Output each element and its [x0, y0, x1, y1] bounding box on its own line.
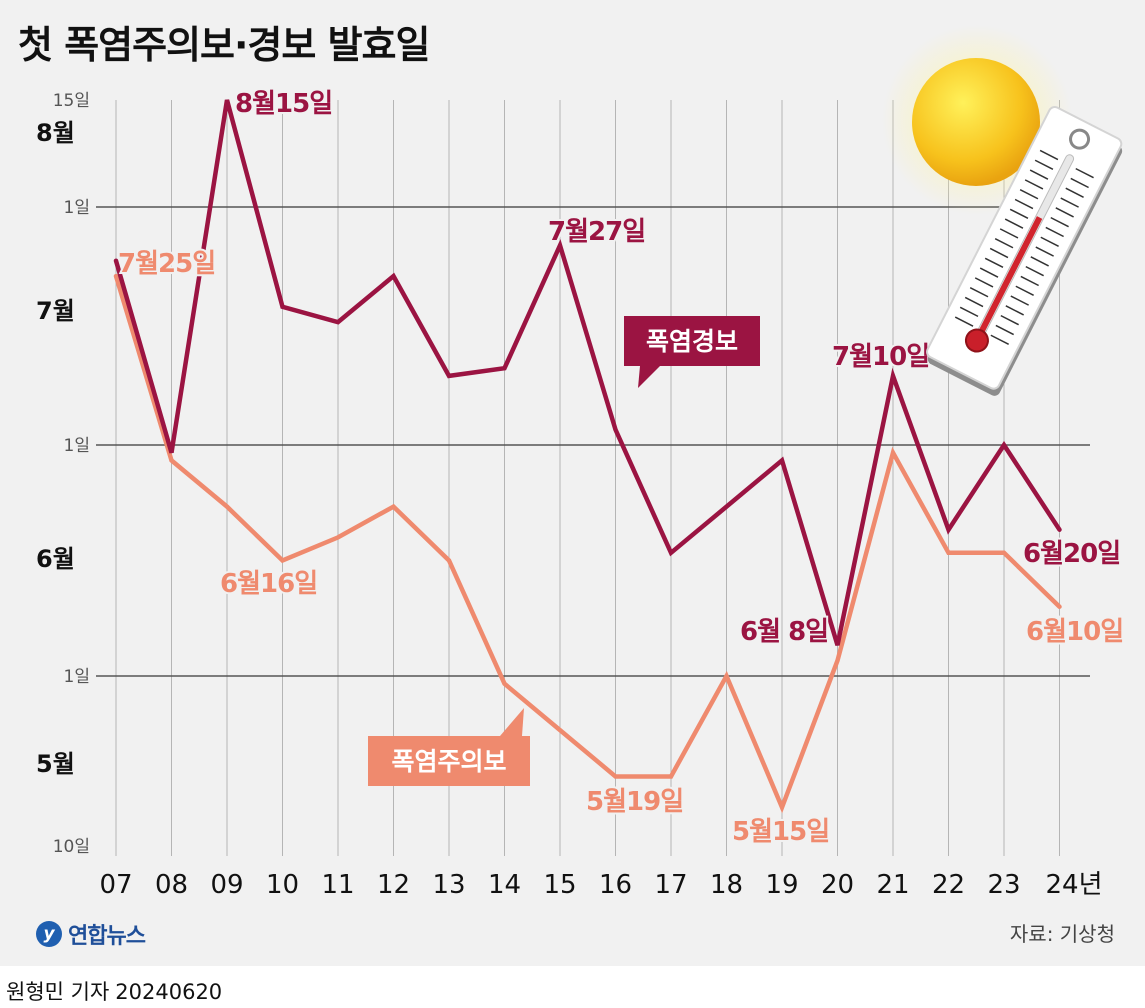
x-tick-label: 21: [876, 870, 909, 900]
data-label: 7월10일: [832, 342, 929, 372]
thermometer-tick: [1029, 169, 1049, 180]
x-tick-label: 08: [155, 870, 188, 900]
thermometer-tick: [964, 296, 984, 308]
legend-pointer-warning: [638, 366, 660, 388]
data-label: 7월27일: [548, 217, 645, 247]
thermometer-tick: [1014, 198, 1034, 210]
thermometer-tick: [1004, 218, 1024, 229]
x-tick-label: 07: [99, 870, 132, 900]
thermometer-tick: [1035, 246, 1054, 257]
thermometer-tick: [1030, 256, 1049, 267]
source-label: 자료: 기상청: [1009, 922, 1115, 946]
legend-box-warning: [624, 316, 760, 366]
x-tick-label: 13: [432, 870, 465, 900]
y-tick-label: 1일: [64, 667, 90, 687]
data-label: 6월 8일: [740, 617, 828, 647]
series-line: [113, 99, 1062, 646]
thermometer-tick: [1020, 275, 1039, 287]
x-tick-label: 19: [765, 870, 798, 900]
thermometer-tick: [969, 287, 989, 298]
line-chart: 15일 1일 1일 1일 10일 8월 7월 6월 5월 8월15일 7월25일 7월27일 6월1…: [36, 25, 1126, 900]
thermometer-tick: [989, 247, 1009, 259]
thermometer-tick: [1000, 314, 1019, 326]
x-tick-label: 11: [321, 870, 354, 900]
x-tick-label: 09: [210, 870, 243, 900]
thermometer-tick: [959, 306, 979, 318]
x-tick-label: 23: [987, 870, 1020, 900]
thermometer-tick: [1039, 149, 1059, 161]
thermometer-tick: [990, 334, 1010, 345]
credit: 원형민 기자 20240620: [6, 976, 222, 1006]
thermometer-tick: [1034, 159, 1054, 171]
x-tick-label: 22: [932, 870, 965, 900]
x-tick-label: 20: [821, 870, 854, 900]
thermometer-tick: [1015, 285, 1034, 296]
month-label: 5월: [36, 750, 75, 778]
thermometer-tick: [979, 267, 999, 278]
logo-text: 연합뉴스: [68, 924, 146, 949]
data-label: 8월15일: [235, 89, 332, 119]
chart-title: 첫 폭염주의보·경보 발효일: [18, 23, 430, 67]
thermometer-icon: [926, 106, 1123, 396]
series-line: [113, 273, 1062, 814]
x-tick-label: 16: [599, 870, 632, 900]
thermometer-tick: [974, 277, 994, 288]
y-tick-label: 1일: [64, 198, 90, 218]
thermometer-tick: [1045, 226, 1064, 238]
credit-date: 20240620: [115, 980, 223, 1004]
thermometer-tick: [1019, 188, 1039, 200]
x-tick-label: 24년: [1046, 870, 1103, 900]
legend-label-warning: 폭염경보: [646, 327, 738, 356]
thermometer-tick: [1055, 207, 1074, 218]
month-label: 8월: [36, 119, 75, 147]
yonhap-logo-icon: y: [36, 921, 62, 947]
thermometer-tick: [1025, 265, 1044, 277]
thermometer-tick: [1024, 179, 1044, 190]
thermometer-tick: [984, 257, 1004, 269]
legend-box-advisory: [368, 736, 530, 786]
data-label: 7월25일: [118, 249, 215, 279]
y-tick-label: 10일: [53, 837, 90, 857]
credit-author: 원형민 기자: [6, 980, 110, 1004]
thermometer-tick: [1009, 208, 1029, 220]
thermometer-tick: [995, 324, 1015, 336]
data-label: 5월15일: [732, 817, 829, 847]
y-tick-label: 15일: [53, 91, 90, 111]
legend-pointer-advisory: [500, 708, 524, 736]
y-tick-label: 1일: [64, 436, 90, 456]
month-label: 7월: [36, 297, 75, 325]
data-label: 6월16일: [220, 569, 317, 599]
x-tick-label: 14: [488, 870, 521, 900]
logo: y 연합뉴스: [36, 918, 146, 950]
x-tick-label: 17: [654, 870, 687, 900]
data-label: 6월20일: [1023, 539, 1120, 569]
thermometer-tick: [1040, 236, 1059, 247]
x-tick-label: 18: [710, 870, 743, 900]
thermometer-tick: [1065, 187, 1084, 198]
thermometer-tick: [1010, 295, 1029, 306]
thermometer-tick: [999, 228, 1019, 239]
data-label: 5월19일: [586, 787, 683, 817]
thermometer-tick: [994, 238, 1014, 249]
x-tick-label: 10: [266, 870, 299, 900]
thermometer-tick: [954, 316, 974, 327]
x-tick-label: 15: [543, 870, 576, 900]
thermometer-tick: [1005, 305, 1024, 316]
month-label: 6월: [36, 545, 75, 573]
thermometer-tick: [1070, 177, 1089, 189]
thermometer-tick: [1050, 216, 1069, 228]
data-label: 6월10일: [1026, 617, 1123, 647]
legend-label-advisory: 폭염주의보: [391, 747, 506, 776]
thermometer-tick: [1075, 167, 1094, 179]
x-tick-label: 12: [377, 870, 410, 900]
thermometer-tick: [1060, 197, 1079, 208]
